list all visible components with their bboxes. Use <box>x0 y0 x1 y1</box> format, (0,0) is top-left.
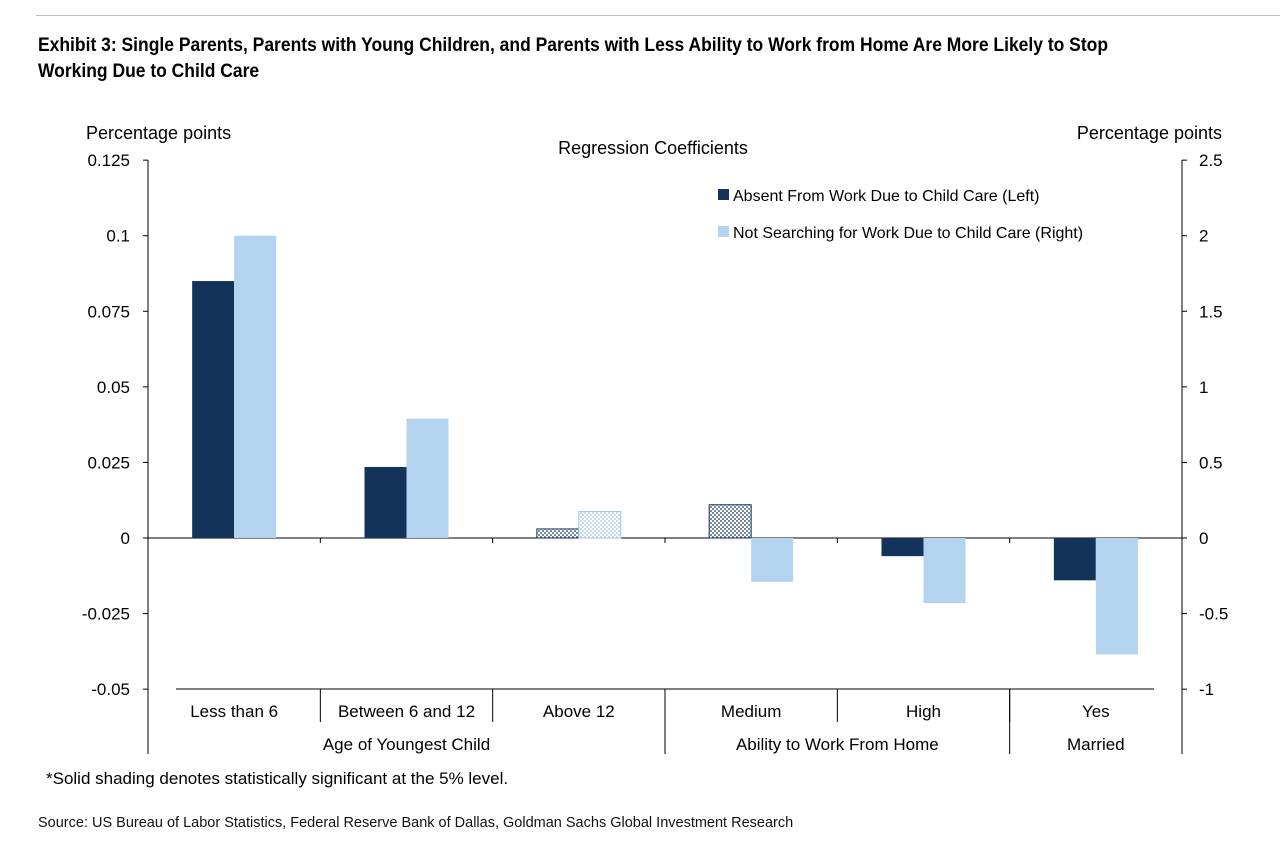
top-rule <box>36 15 1280 16</box>
bar-absent <box>192 281 235 538</box>
group-label: Age of Youngest Child <box>323 735 490 754</box>
bar-not-searching <box>751 538 794 582</box>
category-label: Between 6 and 12 <box>338 702 475 721</box>
y-left-tick-label: 0.05 <box>97 378 130 397</box>
y-right-tick-label: 1 <box>1199 378 1208 397</box>
bar-absent <box>364 466 407 538</box>
chart-subtitle: Regression Coefficients <box>558 138 748 158</box>
category-label: Medium <box>721 702 781 721</box>
source-note: Source: US Bureau of Labor Statistics, F… <box>38 815 794 831</box>
legend-swatch-absent <box>718 189 729 200</box>
legend-label-not-searching: Not Searching for Work Due to Child Care… <box>733 225 1083 242</box>
y-right-tick-label: 0.5 <box>1199 453 1223 472</box>
category-label: Yes <box>1082 702 1110 721</box>
bar-absent <box>1053 538 1096 581</box>
bar-absent <box>708 504 752 539</box>
significance-note: *Solid shading denotes statistically sig… <box>46 769 509 788</box>
legend-label-absent: Absent From Work Due to Child Care (Left… <box>733 188 1039 205</box>
category-label: Above 12 <box>543 702 615 721</box>
bar-not-searching <box>406 418 449 538</box>
group-label: Ability to Work From Home <box>736 735 939 754</box>
y-axis-right-label: Percentage points <box>1077 123 1222 143</box>
exhibit-title: Exhibit 3: Single Parents, Parents with … <box>38 35 1109 82</box>
bar-not-searching <box>234 235 277 538</box>
y-axis-left-label: Percentage points <box>86 123 231 143</box>
legend: Absent From Work Due to Child Care (Left… <box>718 188 1083 242</box>
category-labels: Age of Youngest Child Ability to Work Fro… <box>190 702 1124 754</box>
y-right-tick-label: 2 <box>1199 227 1208 246</box>
y-left-tick-label: -0.025 <box>82 605 130 624</box>
group-label: Married <box>1067 735 1125 754</box>
y-right-tick-label: 0 <box>1199 529 1208 548</box>
legend-swatch-not-searching <box>718 226 729 237</box>
bar-absent <box>881 538 924 557</box>
y-left-tick-label: 0 <box>121 529 130 548</box>
y-left-tick-label: 0.1 <box>106 227 130 246</box>
y-left-tick-label: -0.05 <box>91 680 130 699</box>
bar-not-searching <box>1095 538 1138 655</box>
y-right-tick-label: -1 <box>1199 680 1214 699</box>
bar-absent <box>536 528 580 539</box>
bar-not-searching <box>578 511 622 539</box>
category-label: Less than 6 <box>190 702 278 721</box>
tick-labels: 0.125 0.1 0.075 0.05 0.025 0 -0.025 -0.05 2.5 2 1.… <box>82 151 1229 699</box>
y-right-tick-label: -0.5 <box>1199 605 1228 624</box>
y-left-tick-label: 0.125 <box>87 151 130 170</box>
bar-not-searching <box>923 538 966 603</box>
axes <box>143 159 1187 754</box>
bars <box>192 235 1138 655</box>
y-left-tick-label: 0.075 <box>87 302 130 321</box>
y-right-tick-label: 1.5 <box>1199 302 1223 321</box>
y-left-tick-label: 0.025 <box>87 453 130 472</box>
category-label: High <box>906 702 941 721</box>
y-right-tick-label: 2.5 <box>1199 151 1223 170</box>
